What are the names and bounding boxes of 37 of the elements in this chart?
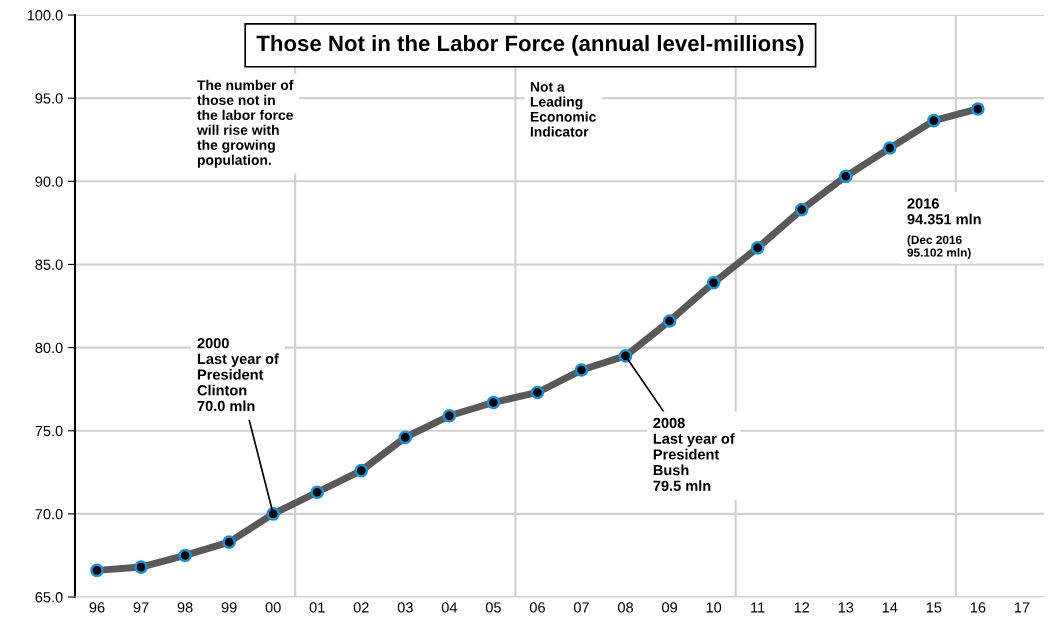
x-tick-label: 04 — [441, 602, 458, 613]
annotation: 2016 94.351 mln — [907, 198, 981, 225]
x-tick-label: 02 — [353, 602, 369, 613]
x-tick-label: 07 — [573, 602, 589, 613]
y-tick-label: 80.0 — [35, 342, 63, 354]
x-tick-label: 12 — [794, 602, 810, 613]
x-tick-label: 14 — [882, 602, 898, 613]
x-tick-label: 13 — [838, 602, 854, 613]
x-tick-label: 96 — [89, 602, 105, 613]
annotation: (Dec 2016 95.102 mln) — [907, 235, 971, 260]
x-tick-label: 10 — [706, 602, 722, 613]
y-tick-label: 100.0 — [27, 10, 63, 21]
x-tick-label: 01 — [309, 602, 325, 613]
x-tick-label: 11 — [751, 602, 765, 613]
x-tick-label: 08 — [617, 602, 633, 613]
y-tick-label: 75.0 — [35, 425, 63, 437]
x-tick-label: 99 — [221, 602, 237, 613]
x-tick-label: 00 — [265, 602, 281, 613]
y-tick-label: 90.0 — [35, 176, 63, 187]
x-tick-label: 03 — [397, 602, 413, 613]
annotation: 2008 Last year of President Bush 79.5 mln — [653, 417, 735, 491]
x-tick-label: 09 — [662, 602, 677, 613]
y-tick-label: 85.0 — [35, 259, 63, 270]
x-tick-label: 98 — [177, 602, 193, 613]
x-tick-label: 97 — [133, 602, 149, 613]
text: Those Not in the Labor Force (annual level-millions) — [256, 34, 804, 56]
x-tick-label: 06 — [529, 602, 545, 613]
y-tick-label: 95.0 — [35, 93, 63, 104]
x-tick-label: 15 — [926, 602, 942, 613]
x-tick-label: 17 — [1014, 602, 1030, 613]
y-tick-label: 65.0 — [35, 592, 63, 603]
y-tick-label: 70.0 — [35, 508, 63, 520]
x-tick-label: 16 — [970, 602, 986, 613]
annotation: 2000 Last year of President Clinton 70.0 mln — [197, 338, 279, 412]
x-tick-label: 05 — [485, 602, 501, 613]
annotation: Not a Leading Economic Indicator — [530, 82, 596, 137]
annotation: The number of those not in the labor force will rise with the growing population. — [196, 79, 294, 168]
